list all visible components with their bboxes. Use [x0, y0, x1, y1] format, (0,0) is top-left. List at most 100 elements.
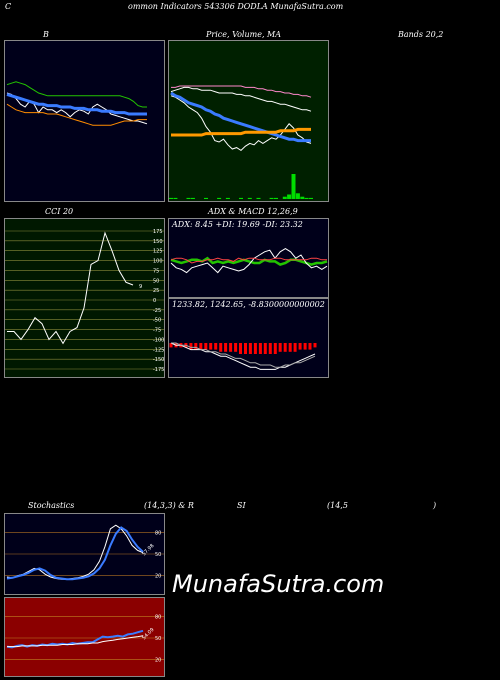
price-ma-label: Price, Volume, MA	[206, 30, 282, 39]
stoch-tick-label: 50	[155, 552, 161, 558]
macd-panel: 1233.82, 1242.65, -8.8300000000002	[168, 298, 329, 378]
stoch-series-k	[6, 524, 144, 580]
adx-panel: ADX: 8.45 +DI: 19.69 -DI: 23.32	[168, 218, 329, 298]
macd-histogram-bar	[189, 343, 193, 350]
cci-tick-label: -25	[153, 308, 161, 314]
pv-series-price	[170, 95, 312, 152]
macd-histogram-bar	[308, 343, 312, 350]
volume-bar	[247, 197, 252, 199]
macd-histogram-bar	[219, 343, 223, 352]
stochastics-panel: 80 50 20 57.98	[4, 513, 165, 595]
cci-last-label: 9	[139, 284, 142, 290]
pv-series-ma_long	[171, 85, 312, 98]
cci-tick-label: -175	[153, 367, 164, 373]
macd-series-signal	[171, 342, 316, 368]
adx-series-adx	[170, 256, 328, 266]
stoch-last-label: 57.98	[141, 543, 155, 557]
macd-histogram-bar	[303, 343, 307, 350]
volume-bar	[304, 197, 309, 199]
rsi-series-ma	[7, 635, 144, 648]
stochastics-chart: 80 50 20 57.98	[5, 524, 164, 581]
bb-series-upper	[6, 81, 147, 108]
cci-tick-label: 125	[153, 249, 163, 255]
volume-bar	[287, 194, 292, 199]
volume-bar	[239, 197, 243, 199]
header-c-letter: C	[5, 2, 12, 11]
adx-series-plus_di	[170, 248, 328, 274]
volume-bar	[204, 197, 208, 199]
macd-histogram-bar	[244, 343, 247, 354]
stoch-tick-label: 80	[155, 530, 161, 536]
macd-histogram-bar	[298, 343, 302, 350]
macd-histogram-bar	[288, 343, 292, 352]
macd-histogram-bar	[209, 343, 213, 350]
macd-histogram-bar	[229, 343, 233, 352]
adx-series-minus_di	[170, 257, 327, 264]
volume-bar	[274, 197, 278, 199]
volume-bar	[173, 197, 178, 199]
volume-bar	[190, 197, 195, 199]
cci-tick-label: -100	[153, 337, 164, 343]
cci-tick-label: 75	[153, 268, 159, 274]
rsi-close-label: )	[433, 501, 437, 510]
pv-series-ma_ext	[170, 86, 312, 112]
macd-histogram-bar	[194, 343, 198, 350]
adx-values: ADX: 8.45 +DI: 19.69 -DI: 23.32	[172, 220, 303, 229]
cci-tick-label: -75	[153, 328, 161, 334]
bollinger-panel	[4, 40, 165, 202]
volume-bar	[309, 197, 313, 199]
volume-bar	[225, 197, 230, 199]
volume-bar	[282, 196, 287, 199]
stoch-label: Stochastics	[28, 501, 75, 510]
pv-series-ma_short	[170, 91, 311, 143]
cci-tick-label: -150	[153, 357, 164, 363]
watermark: MunafaSutra.com	[172, 570, 385, 598]
macd-histogram-bar	[313, 343, 317, 348]
macd-histogram-bar	[273, 343, 277, 354]
macd-histogram-bar	[239, 343, 242, 354]
cci-tick-label: 150	[153, 239, 163, 245]
cci-tick-label: 0	[153, 298, 156, 304]
rsi-last-label: 54.09	[141, 627, 155, 641]
page-title: ommon Indicators 543306 DODLA MunafaSutr…	[128, 2, 344, 11]
stoch-tick-label: 20	[155, 574, 161, 580]
macd-histogram-bar	[253, 343, 257, 354]
volume-bar	[169, 197, 173, 199]
macd-histogram-bar	[214, 343, 218, 350]
macd-histogram-bar	[234, 343, 238, 352]
cci-tick-label: 175	[153, 229, 163, 235]
bb-series-lower	[6, 103, 147, 126]
bb-label: B	[43, 30, 49, 39]
rsi-panel: 80 50 20 54.09	[4, 597, 165, 677]
rsi-tick-label: 80	[155, 614, 161, 620]
adx-macd-label: ADX & MACD 12,26,9	[208, 207, 298, 216]
rsi-tick-label: 50	[155, 636, 161, 642]
cci-tick-label: -50	[153, 318, 161, 324]
macd-histogram-bar	[204, 343, 208, 350]
macd-histogram-bar	[263, 343, 267, 354]
macd-chart	[169, 342, 317, 370]
macd-histogram-bar	[283, 343, 287, 352]
price-volume-panel	[168, 40, 329, 202]
stoch-params-label: (14,3,3) & R	[144, 501, 194, 510]
macd-histogram-bar	[199, 343, 203, 350]
macd-histogram-bar	[278, 343, 282, 352]
bollinger-chart	[6, 81, 148, 126]
volume-bar	[269, 197, 274, 199]
cci-tick-label: 25	[153, 288, 159, 294]
volume-bar	[186, 197, 191, 199]
macd-histogram-bar	[224, 343, 228, 352]
cci-tick-label: 50	[153, 278, 159, 284]
stoch-series-d	[6, 526, 144, 581]
macd-histogram-bar	[248, 343, 252, 354]
cci-label: CCI 20	[45, 207, 74, 216]
bands-label: Bands 20,2	[398, 30, 444, 39]
rsi-label: SI	[237, 501, 246, 510]
rsi-tick-label: 20	[155, 658, 161, 664]
rsi-params-label: (14,5	[327, 501, 348, 510]
cci-panel: 175 150 125 100 75 50 25 0 -25 -50 -75 -100 -125 -150…	[4, 218, 165, 378]
volume-bar	[300, 196, 305, 199]
volume-bar	[256, 197, 261, 199]
volume-bar	[217, 197, 222, 199]
macd-histogram-bar	[293, 343, 297, 352]
